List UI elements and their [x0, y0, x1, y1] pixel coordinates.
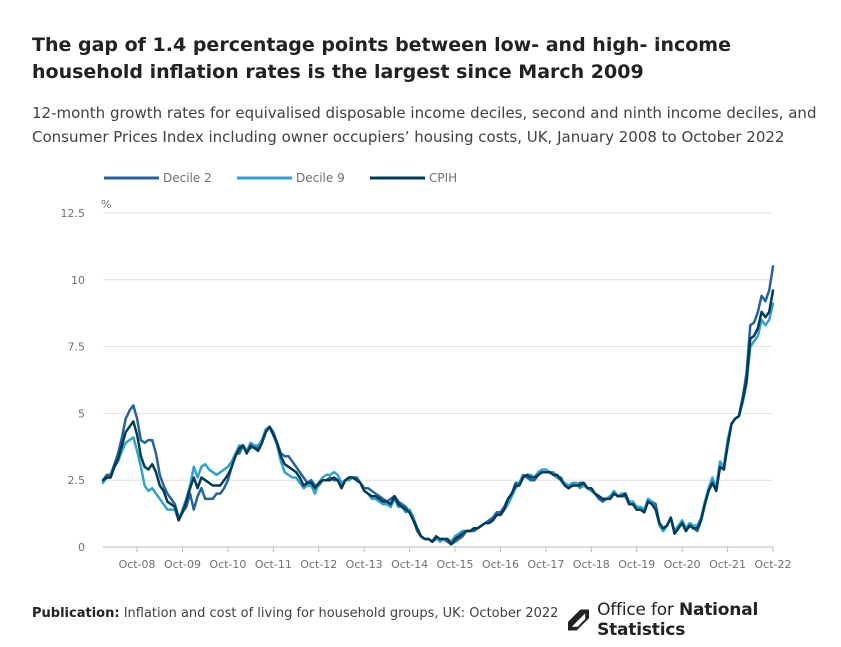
brand-prefix: Office for: [597, 600, 674, 620]
ons-logo: Office for National Statistics: [568, 600, 841, 640]
x-tick-label: Oct-11: [255, 558, 292, 571]
x-tick-label: Oct-14: [391, 558, 428, 571]
x-tick-label: Oct-08: [119, 558, 156, 571]
y-tick-label: 5: [78, 407, 85, 420]
series-line-decile-9: [101, 302, 775, 543]
x-tick-label: Oct-13: [346, 558, 383, 571]
publication-footer: Publication: Inflation and cost of livin…: [32, 606, 558, 621]
x-tick-label: Oct-19: [618, 558, 655, 571]
x-tick-label: Oct-16: [482, 558, 519, 571]
x-tick-label: Oct-15: [437, 558, 474, 571]
x-tick-label: Oct-22: [755, 558, 792, 571]
y-tick-label: 7.5: [68, 341, 86, 354]
ons-logo-icon: [568, 609, 590, 631]
series-line-decile-2: [101, 265, 775, 546]
legend-item-decile-9[interactable]: Decile 9: [237, 171, 345, 185]
series-line-cpih: [101, 289, 775, 546]
publication-link[interactable]: Inflation and cost of living for househo…: [123, 606, 559, 621]
x-tick-label: Oct-09: [164, 558, 201, 571]
y-axis: 0 2.5 5 7.5 10 12.5: [61, 207, 86, 554]
x-tick-label: Oct-17: [527, 558, 564, 571]
legend-item-cpih[interactable]: CPIH: [370, 171, 457, 185]
x-tick-label: Oct-12: [300, 558, 337, 571]
y-tick-label: 0: [78, 541, 85, 554]
line-chart: Decile 2 Decile 9 CPIH 0 2.5 5 7.5 10 12.5 % Oc…: [61, 171, 792, 571]
x-tick-label: Oct-10: [209, 558, 246, 571]
legend-label: Decile 9: [296, 171, 345, 185]
x-tick-label: Oct-21: [709, 558, 746, 571]
y-tick-label: 2.5: [68, 474, 86, 487]
x-tick-label: Oct-18: [573, 558, 610, 571]
y-axis-unit-label: %: [101, 198, 111, 211]
chart-title: The gap of 1.4 percentage points between…: [32, 34, 731, 83]
series-lines: [101, 265, 775, 546]
brand-bold: National Statistics: [597, 600, 759, 640]
legend-label: Decile 2: [163, 171, 212, 185]
x-tick-label: Oct-20: [664, 558, 701, 571]
legend-item-decile-2[interactable]: Decile 2: [104, 171, 212, 185]
legend: Decile 2 Decile 9 CPIH: [104, 171, 457, 185]
y-tick-label: 12.5: [61, 207, 86, 220]
chart-subtitle: 12-month growth rates for equivalised di…: [32, 104, 817, 146]
ons-logo-text: Office for National Statistics: [597, 600, 841, 640]
y-tick-label: 10: [71, 274, 85, 287]
gridlines: [103, 212, 773, 548]
legend-label: CPIH: [429, 171, 457, 185]
x-axis: Oct-08 Oct-09 Oct-10 Oct-11 Oct-12 Oct-13 Oct-…: [119, 547, 792, 571]
publication-label: Publication:: [32, 606, 120, 621]
